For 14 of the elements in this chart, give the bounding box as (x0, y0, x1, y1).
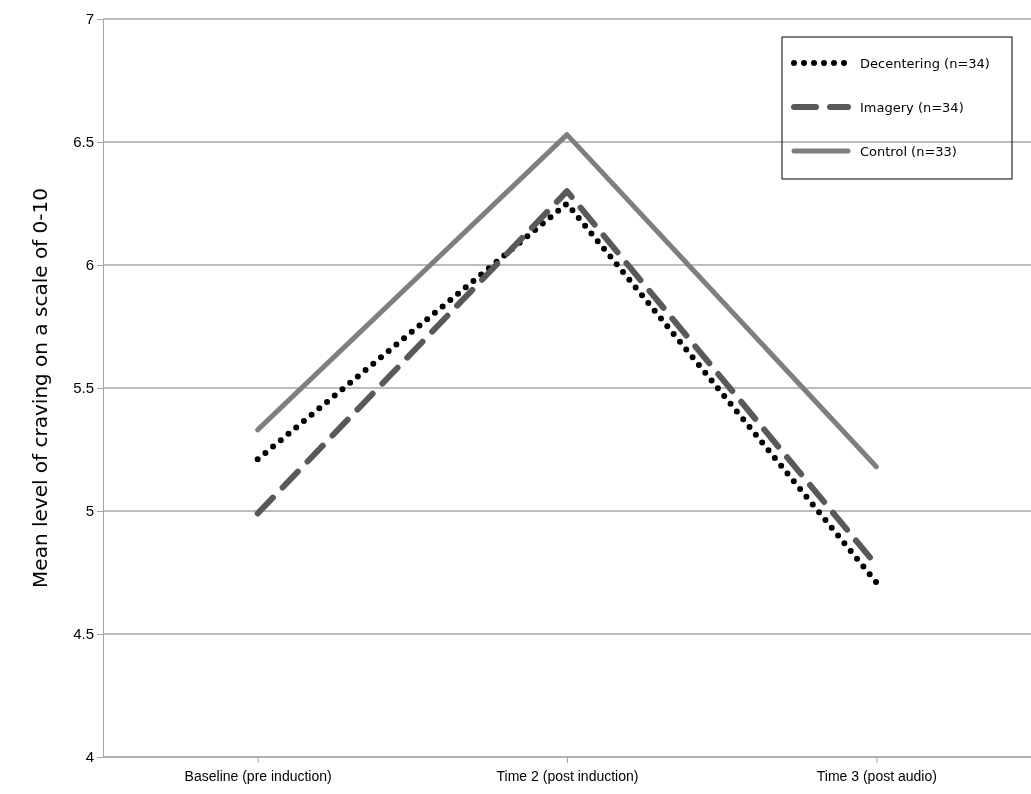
y-tick-label: 5.5 (73, 379, 94, 397)
x-tick-label: Baseline (pre induction) (184, 768, 332, 785)
y-tick-label: 4 (85, 748, 94, 766)
legend-label: Imagery (n=34) (860, 100, 964, 115)
y-tick-label: 6 (85, 256, 94, 274)
y-tick-label: 4.5 (73, 625, 94, 643)
x-tick-label: Time 3 (post audio) (816, 768, 937, 785)
y-axis-title: Mean level of craving on a scale of 0-10 (28, 188, 52, 588)
legend-label: Control (n=33) (860, 144, 957, 159)
x-tick-label: Time 2 (post induction) (496, 768, 639, 785)
legend-label: Decentering (n=34) (860, 56, 990, 71)
y-tick-label: 5 (85, 502, 94, 520)
y-tick-label: 7 (85, 10, 94, 28)
y-tick-label: 6.5 (73, 133, 94, 151)
